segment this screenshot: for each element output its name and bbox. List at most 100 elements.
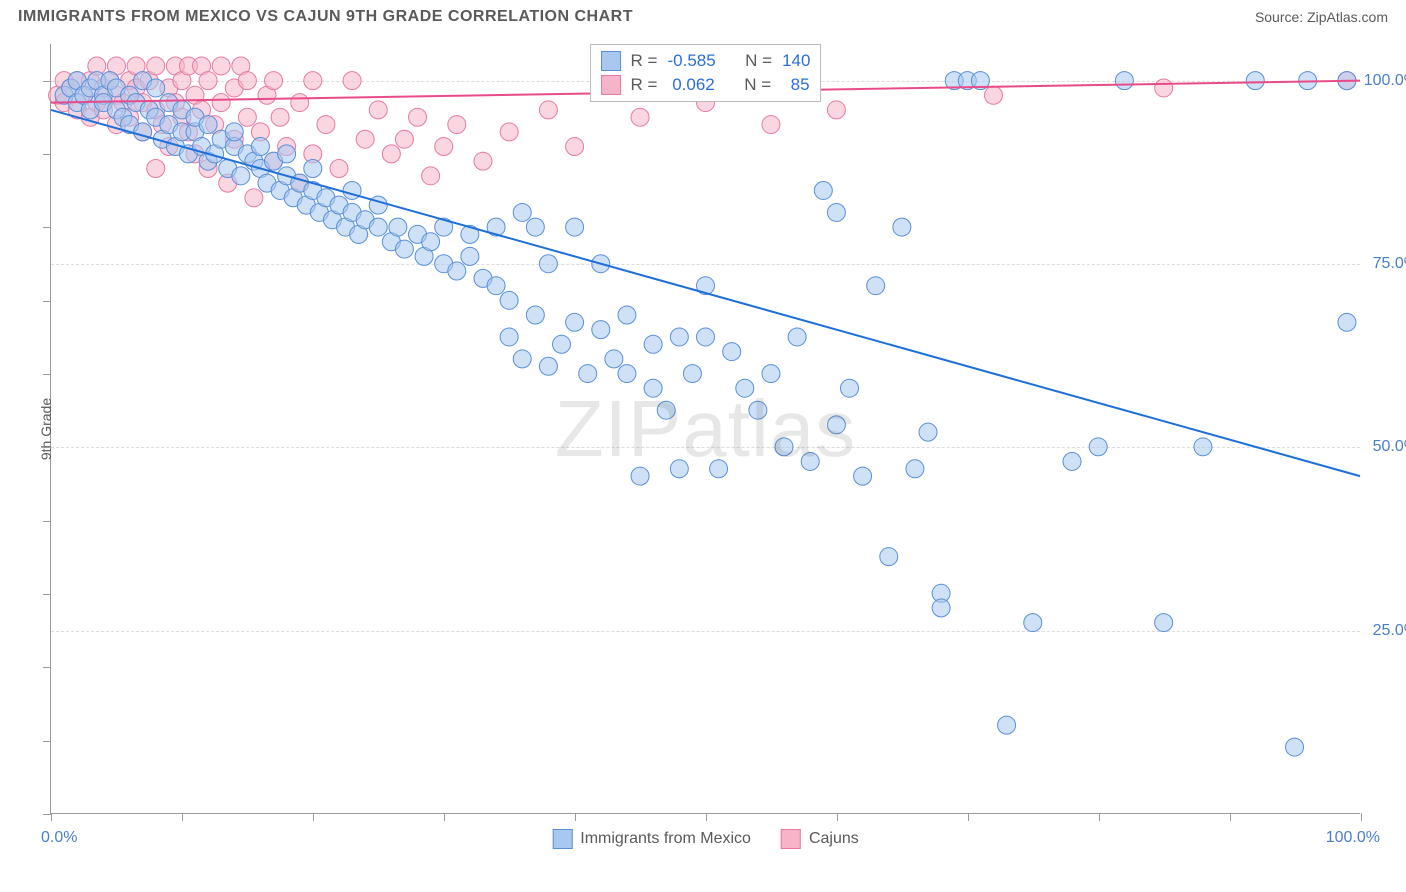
x-tick [1099, 813, 1100, 821]
series-b-name: Cajuns [809, 830, 859, 848]
legend-n-value-b: 85 [781, 73, 809, 97]
x-tick [575, 813, 576, 821]
scatter-point [893, 218, 911, 236]
scatter-point [827, 203, 845, 221]
scatter-point [251, 138, 269, 156]
x-tick [51, 813, 52, 821]
legend-swatch-mexico [552, 829, 572, 849]
scatter-point [1155, 614, 1173, 632]
scatter-point [801, 452, 819, 470]
y-tick [43, 81, 51, 82]
scatter-point [762, 116, 780, 134]
y-tick [43, 814, 51, 815]
scatter-point [238, 108, 256, 126]
scatter-point [238, 72, 256, 90]
scatter-point [513, 203, 531, 221]
scatter-point [749, 401, 767, 419]
scatter-point [566, 313, 584, 331]
scatter-point [670, 328, 688, 346]
scatter-point [422, 233, 440, 251]
correlation-legend: R = -0.585 N = 140 R = 0.062 N = 85 [590, 44, 822, 102]
y-tick [43, 227, 51, 228]
scatter-point [631, 108, 649, 126]
scatter-point [1286, 738, 1304, 756]
scatter-point [670, 460, 688, 478]
scatter-point [395, 130, 413, 148]
scatter-point [448, 262, 466, 280]
scatter-point [539, 255, 557, 273]
scatter-point [1063, 452, 1081, 470]
scatter-point [906, 460, 924, 478]
scatter-point [788, 328, 806, 346]
y-tick-label: 100.0% [1364, 72, 1406, 90]
scatter-point [579, 365, 597, 383]
scatter-point [1246, 72, 1264, 90]
scatter-point [448, 116, 466, 134]
scatter-point [147, 57, 165, 75]
trend-line [51, 110, 1360, 476]
x-min-label: 0.0% [41, 829, 77, 847]
scatter-point [343, 72, 361, 90]
scatter-point [382, 145, 400, 163]
scatter-point [147, 79, 165, 97]
x-tick [182, 813, 183, 821]
scatter-point [526, 306, 544, 324]
scatter-point [919, 423, 937, 441]
scatter-point [389, 218, 407, 236]
scatter-point [683, 365, 701, 383]
scatter-point [827, 416, 845, 434]
scatter-point [500, 291, 518, 309]
scatter-point [736, 379, 754, 397]
y-tick-label: 50.0% [1373, 438, 1406, 456]
scatter-point [827, 101, 845, 119]
legend-swatch-cajuns [781, 829, 801, 849]
scatter-point [880, 548, 898, 566]
scatter-point [840, 379, 858, 397]
scatter-point [212, 94, 230, 112]
scatter-point [1194, 438, 1212, 456]
chart-title: IMMIGRANTS FROM MEXICO VS CAJUN 9TH GRAD… [18, 8, 633, 26]
scatter-point [409, 108, 427, 126]
scatter-point [526, 218, 544, 236]
y-tick [43, 301, 51, 302]
scatter-point [435, 138, 453, 156]
scatter-point [317, 116, 335, 134]
y-tick [43, 154, 51, 155]
scatter-point [932, 599, 950, 617]
x-tick [837, 813, 838, 821]
x-tick [313, 813, 314, 821]
scatter-point [1155, 79, 1173, 97]
y-tick [43, 521, 51, 522]
x-max-label: 100.0% [1326, 829, 1380, 847]
scatter-point [867, 277, 885, 295]
scatter-point [644, 335, 662, 353]
scatter-point [566, 218, 584, 236]
y-tick-label: 75.0% [1373, 255, 1406, 273]
x-tick [706, 813, 707, 821]
x-tick [1230, 813, 1231, 821]
scatter-point [291, 94, 309, 112]
scatter-point [271, 108, 289, 126]
scatter-point [814, 181, 832, 199]
y-tick [43, 374, 51, 375]
scatter-point [278, 145, 296, 163]
scatter-point [500, 123, 518, 141]
legend-n-value-a: 140 [782, 49, 810, 73]
scatter-point [1024, 614, 1042, 632]
scatter-point [605, 350, 623, 368]
scatter-point [245, 189, 263, 207]
y-tick [43, 667, 51, 668]
y-tick-label: 25.0% [1373, 622, 1406, 640]
scatter-point [618, 306, 636, 324]
scatter-point [1089, 438, 1107, 456]
scatter-point [330, 160, 348, 178]
legend-swatch-mexico [601, 51, 621, 71]
scatter-point [775, 438, 793, 456]
legend-r-value-b: 0.062 [667, 73, 714, 97]
legend-n-label: N = [744, 73, 771, 97]
scatter-point [854, 467, 872, 485]
scatter-point [592, 321, 610, 339]
legend-swatch-cajuns [601, 75, 621, 95]
scatter-point [265, 72, 283, 90]
scatter-point [304, 72, 322, 90]
